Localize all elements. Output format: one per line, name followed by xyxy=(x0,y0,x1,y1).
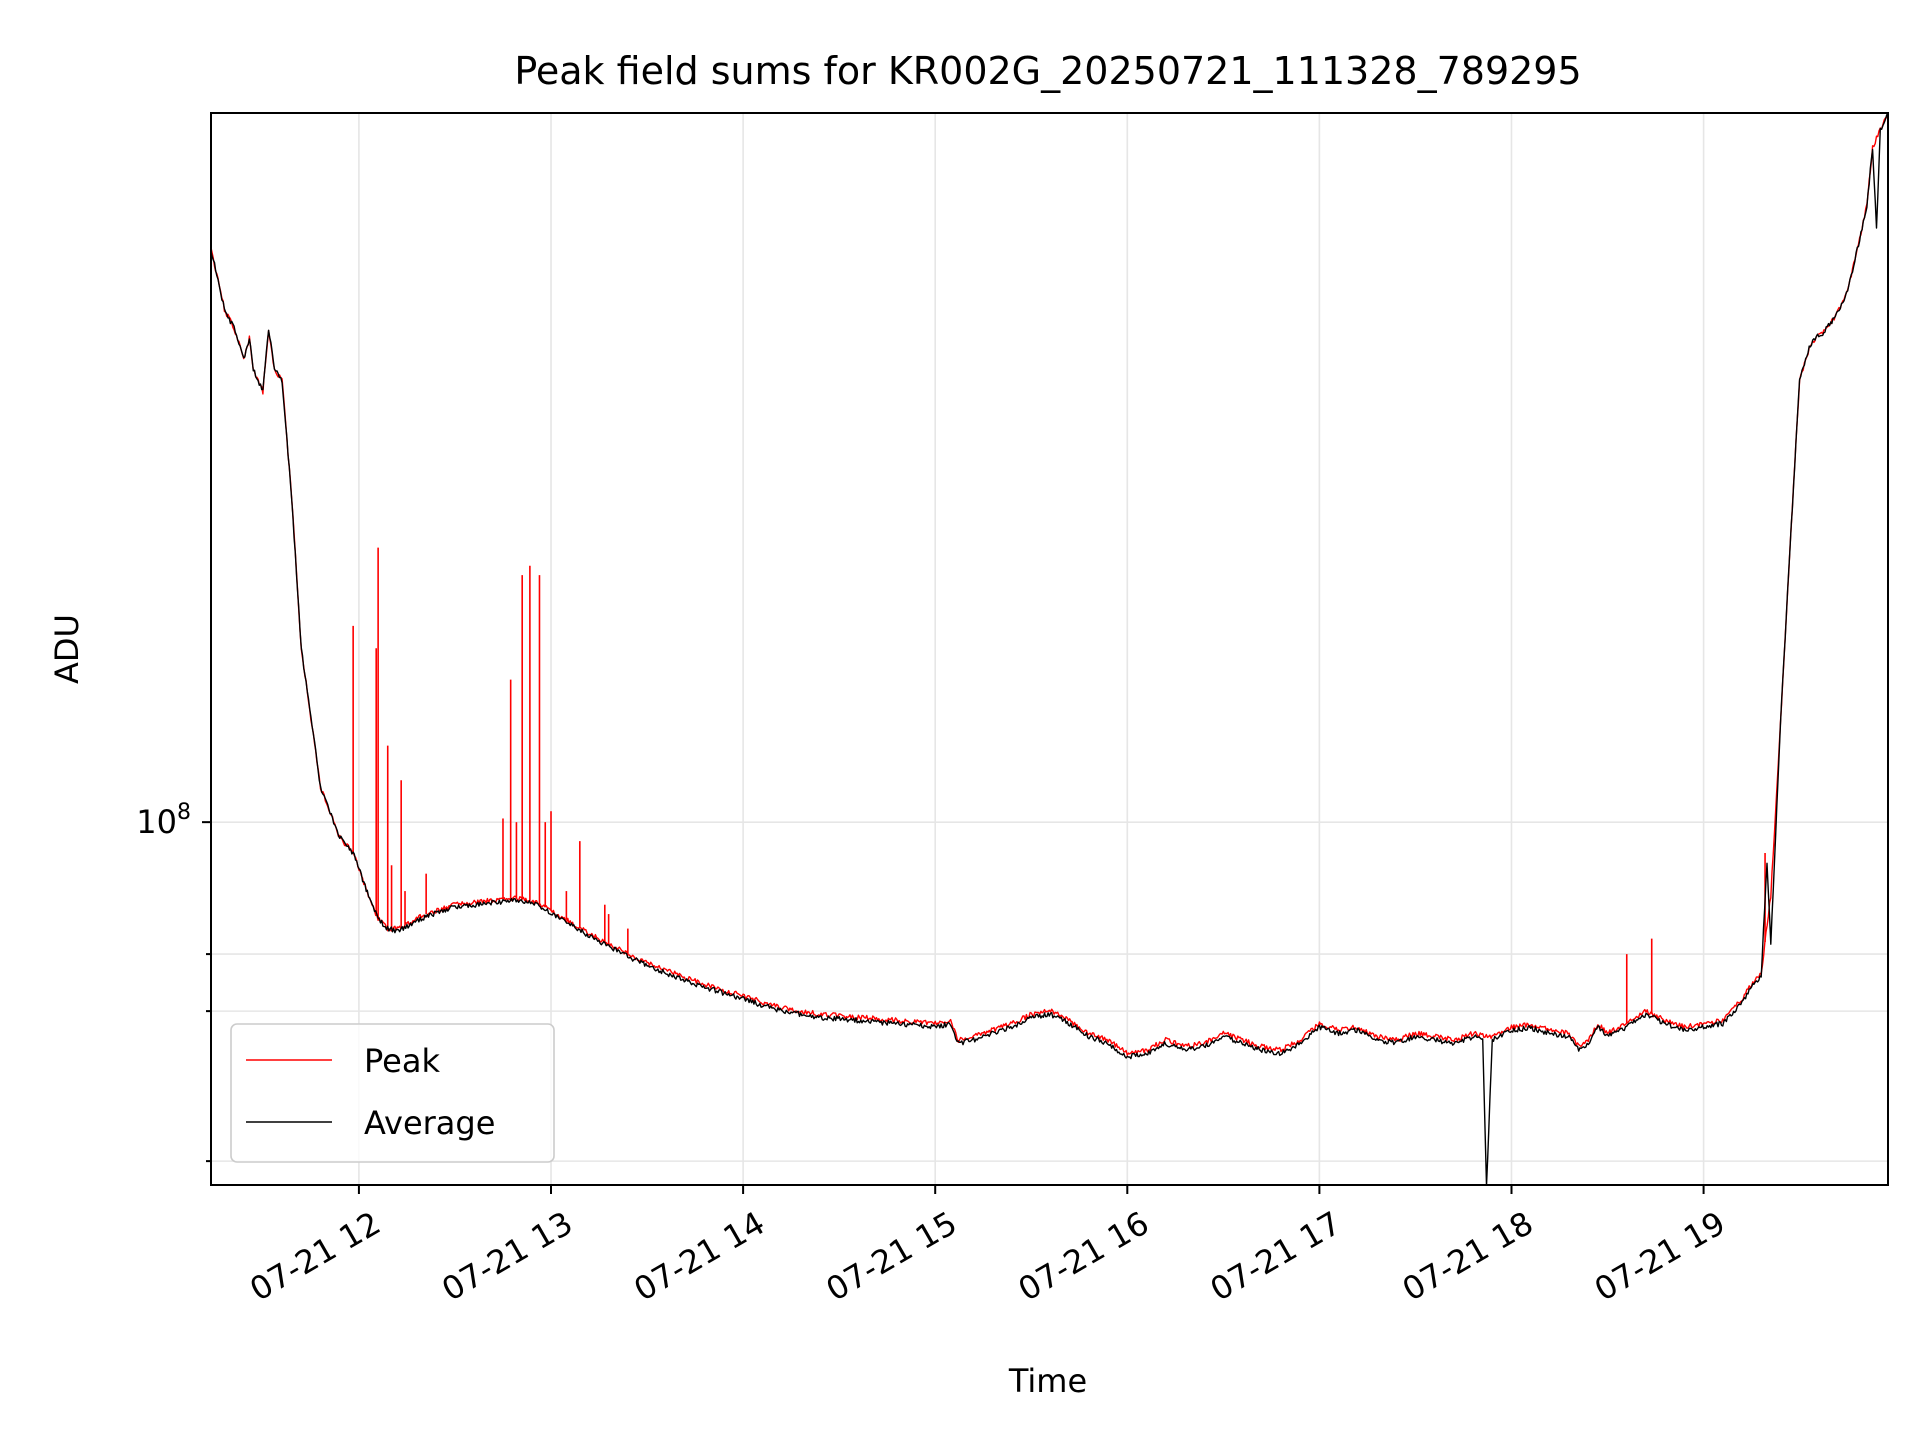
legend-label-average: Average xyxy=(364,1104,495,1142)
legend-box xyxy=(230,1023,555,1163)
y-axis-label: ADU xyxy=(48,614,86,684)
plot-area xyxy=(211,113,1888,1185)
y-axis-ticks: 108 xyxy=(136,800,211,1163)
x-axis-label: Time xyxy=(1008,1362,1087,1400)
series-group xyxy=(211,113,1888,1185)
series-line-average xyxy=(211,113,1888,1185)
plot-frame xyxy=(210,112,1889,1186)
grid xyxy=(211,113,1888,1185)
chart-title: Peak field sums for KR002G_20250721_1113… xyxy=(514,49,1581,93)
series-line-peak xyxy=(211,113,1888,1056)
y-tick-label: 108 xyxy=(136,800,191,841)
legend-label-peak: Peak xyxy=(364,1042,440,1080)
legend: Peak Average xyxy=(230,1023,555,1163)
